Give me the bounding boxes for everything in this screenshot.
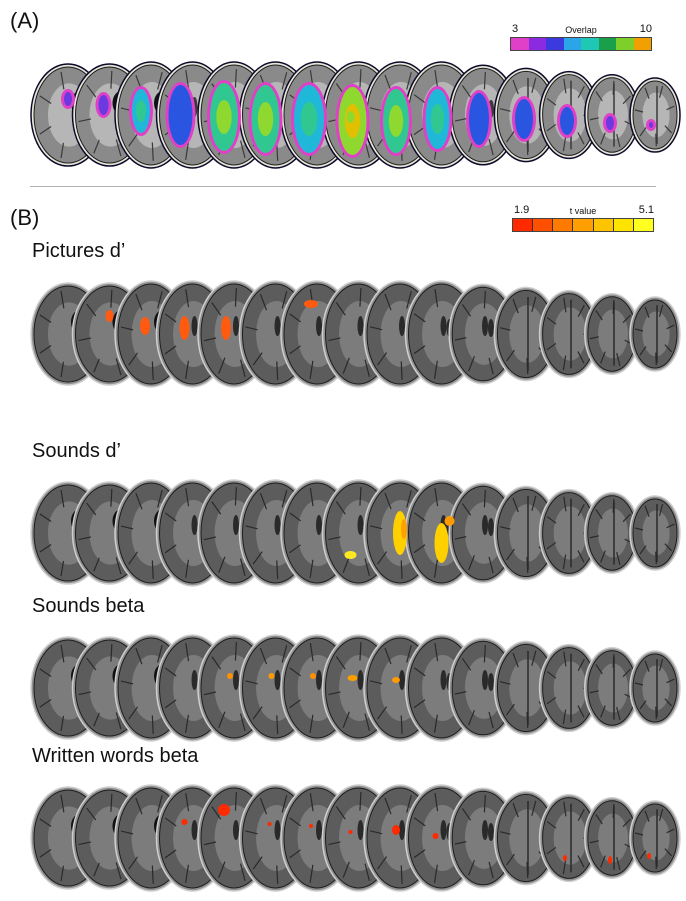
activation-cluster <box>647 853 651 859</box>
brain-slice <box>538 488 600 578</box>
overlap-colorbar-swatch <box>546 38 564 50</box>
lesion-overlap-region <box>98 95 109 115</box>
overlap-colorbar-title: Overlap <box>565 25 597 35</box>
brain-slice <box>493 790 559 886</box>
lesion-overlap-region <box>560 107 574 135</box>
brain-slice <box>629 495 681 571</box>
lesion-overlap-region <box>64 92 72 106</box>
overlap-colorbar-swatch <box>511 38 529 50</box>
activation-cluster <box>218 804 230 816</box>
lesion-overlap-region <box>469 93 489 145</box>
t-value-colorbar-swatch <box>533 219 554 231</box>
t-value-colorbar-min: 1.9 <box>514 204 530 216</box>
activation-cluster <box>432 833 439 839</box>
sounds-dprime-slices <box>30 479 681 587</box>
lesion-overlap-region <box>216 100 232 134</box>
activation-cluster <box>181 819 188 825</box>
row-title-pictures-dprime: Pictures d’ <box>32 240 126 262</box>
overlap-colorbar-swatch <box>633 38 651 50</box>
t-value-colorbar-swatch <box>613 219 634 231</box>
activation-cluster <box>444 516 455 526</box>
t-value-colorbar-gradient <box>512 218 654 232</box>
activation-cluster <box>227 673 233 679</box>
activation-cluster <box>608 856 612 864</box>
panel-divider <box>30 186 656 187</box>
t-value-colorbar-swatch <box>593 219 614 231</box>
row-title-sounds-beta: Sounds beta <box>32 595 145 617</box>
overlap-colorbar: 3 Overlap 10 <box>510 23 652 53</box>
panel-a-label: (A) <box>10 8 40 33</box>
row-title-sounds-dprime: Sounds d’ <box>32 440 121 462</box>
activation-cluster <box>309 824 313 828</box>
sounds-beta-slices <box>30 634 681 742</box>
t-value-colorbar-swatch <box>633 219 653 231</box>
lesion-overlap-region <box>388 105 404 137</box>
lesion-overlap-region <box>346 111 355 123</box>
overlap-colorbar-swatch <box>598 38 616 50</box>
written-words-beta-slices <box>30 784 681 892</box>
activation-cluster <box>348 830 353 834</box>
brain-slice <box>584 797 640 879</box>
activation-cluster <box>563 855 567 861</box>
brain-slice <box>493 640 559 736</box>
activation-cluster <box>267 822 272 826</box>
activation-cluster <box>310 673 316 679</box>
t-value-colorbar-swatch <box>553 219 574 231</box>
pictures-dprime-slices <box>30 280 681 388</box>
activation-cluster <box>434 523 449 563</box>
t-value-colorbar: 1.9 t value 5.1 <box>512 204 654 236</box>
activation-cluster <box>105 310 114 322</box>
row-title-written-words-beta: Written words beta <box>32 745 199 767</box>
activation-cluster <box>344 551 357 559</box>
t-value-colorbar-swatch <box>513 219 534 231</box>
t-value-colorbar-max: 5.1 <box>638 204 654 216</box>
t-value-colorbar-title: t value <box>569 206 597 216</box>
lesion-overlap-region <box>515 99 533 139</box>
brain-slice <box>584 293 640 375</box>
overlap-colorbar-swatch <box>581 38 599 50</box>
lesion-overlap-region <box>649 122 653 128</box>
overlap-colorbar-swatch <box>616 38 634 50</box>
activation-cluster <box>221 316 231 340</box>
lesion-overlap-region <box>168 85 193 145</box>
lesion-overlap-region <box>430 104 445 134</box>
brain-slice <box>629 296 681 372</box>
activation-cluster <box>392 825 400 835</box>
activation-cluster <box>401 519 407 539</box>
brain-slice <box>629 650 681 726</box>
brain-slice <box>629 77 681 153</box>
t-value-colorbar-swatch <box>573 219 594 231</box>
lesion-overlap-region <box>257 102 274 136</box>
brain-slice <box>538 643 600 733</box>
lesion-overlap-region <box>606 116 614 130</box>
overlap-colorbar-max: 10 <box>639 23 652 35</box>
brain-slice <box>629 800 681 876</box>
brain-slice <box>538 289 600 379</box>
activation-cluster <box>304 300 318 308</box>
overlap-colorbar-swatch <box>528 38 546 50</box>
brain-slice <box>493 286 559 382</box>
overlap-colorbar-gradient <box>510 37 652 51</box>
lesion-overlap-region <box>136 100 146 122</box>
activation-cluster <box>392 677 400 683</box>
activation-cluster <box>347 675 358 681</box>
brain-slice <box>538 793 600 883</box>
lesion-overlap-slices <box>30 61 681 169</box>
panel-b-label: (B) <box>10 205 40 230</box>
activation-cluster <box>179 316 190 340</box>
overlap-colorbar-swatch <box>563 38 581 50</box>
activation-cluster <box>140 317 150 335</box>
activation-cluster <box>268 673 275 679</box>
overlap-colorbar-min: 3 <box>512 23 519 35</box>
brain-slice <box>493 485 559 581</box>
lesion-overlap-region <box>300 102 318 136</box>
